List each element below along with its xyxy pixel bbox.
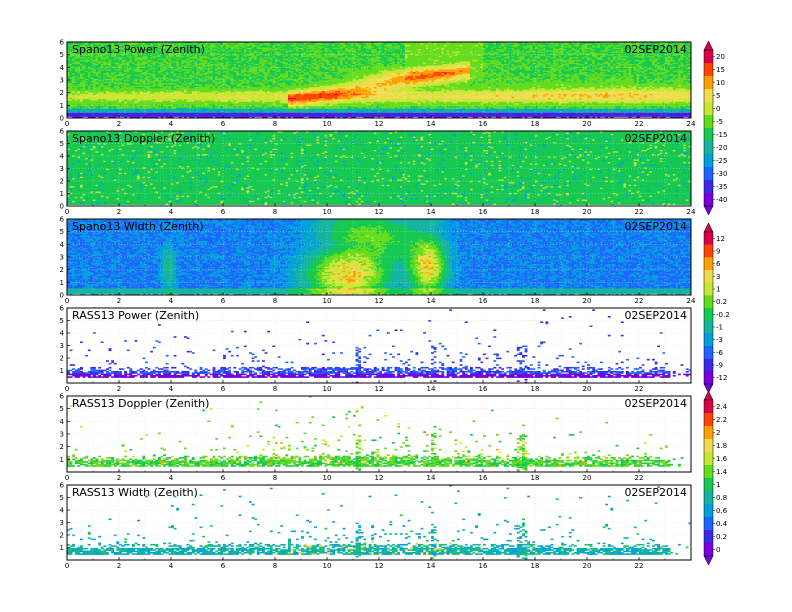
panel-1: Spano13 Power (Zenith) 02SEP20140 2 4 6 8 10 12… <box>60 39 696 129</box>
